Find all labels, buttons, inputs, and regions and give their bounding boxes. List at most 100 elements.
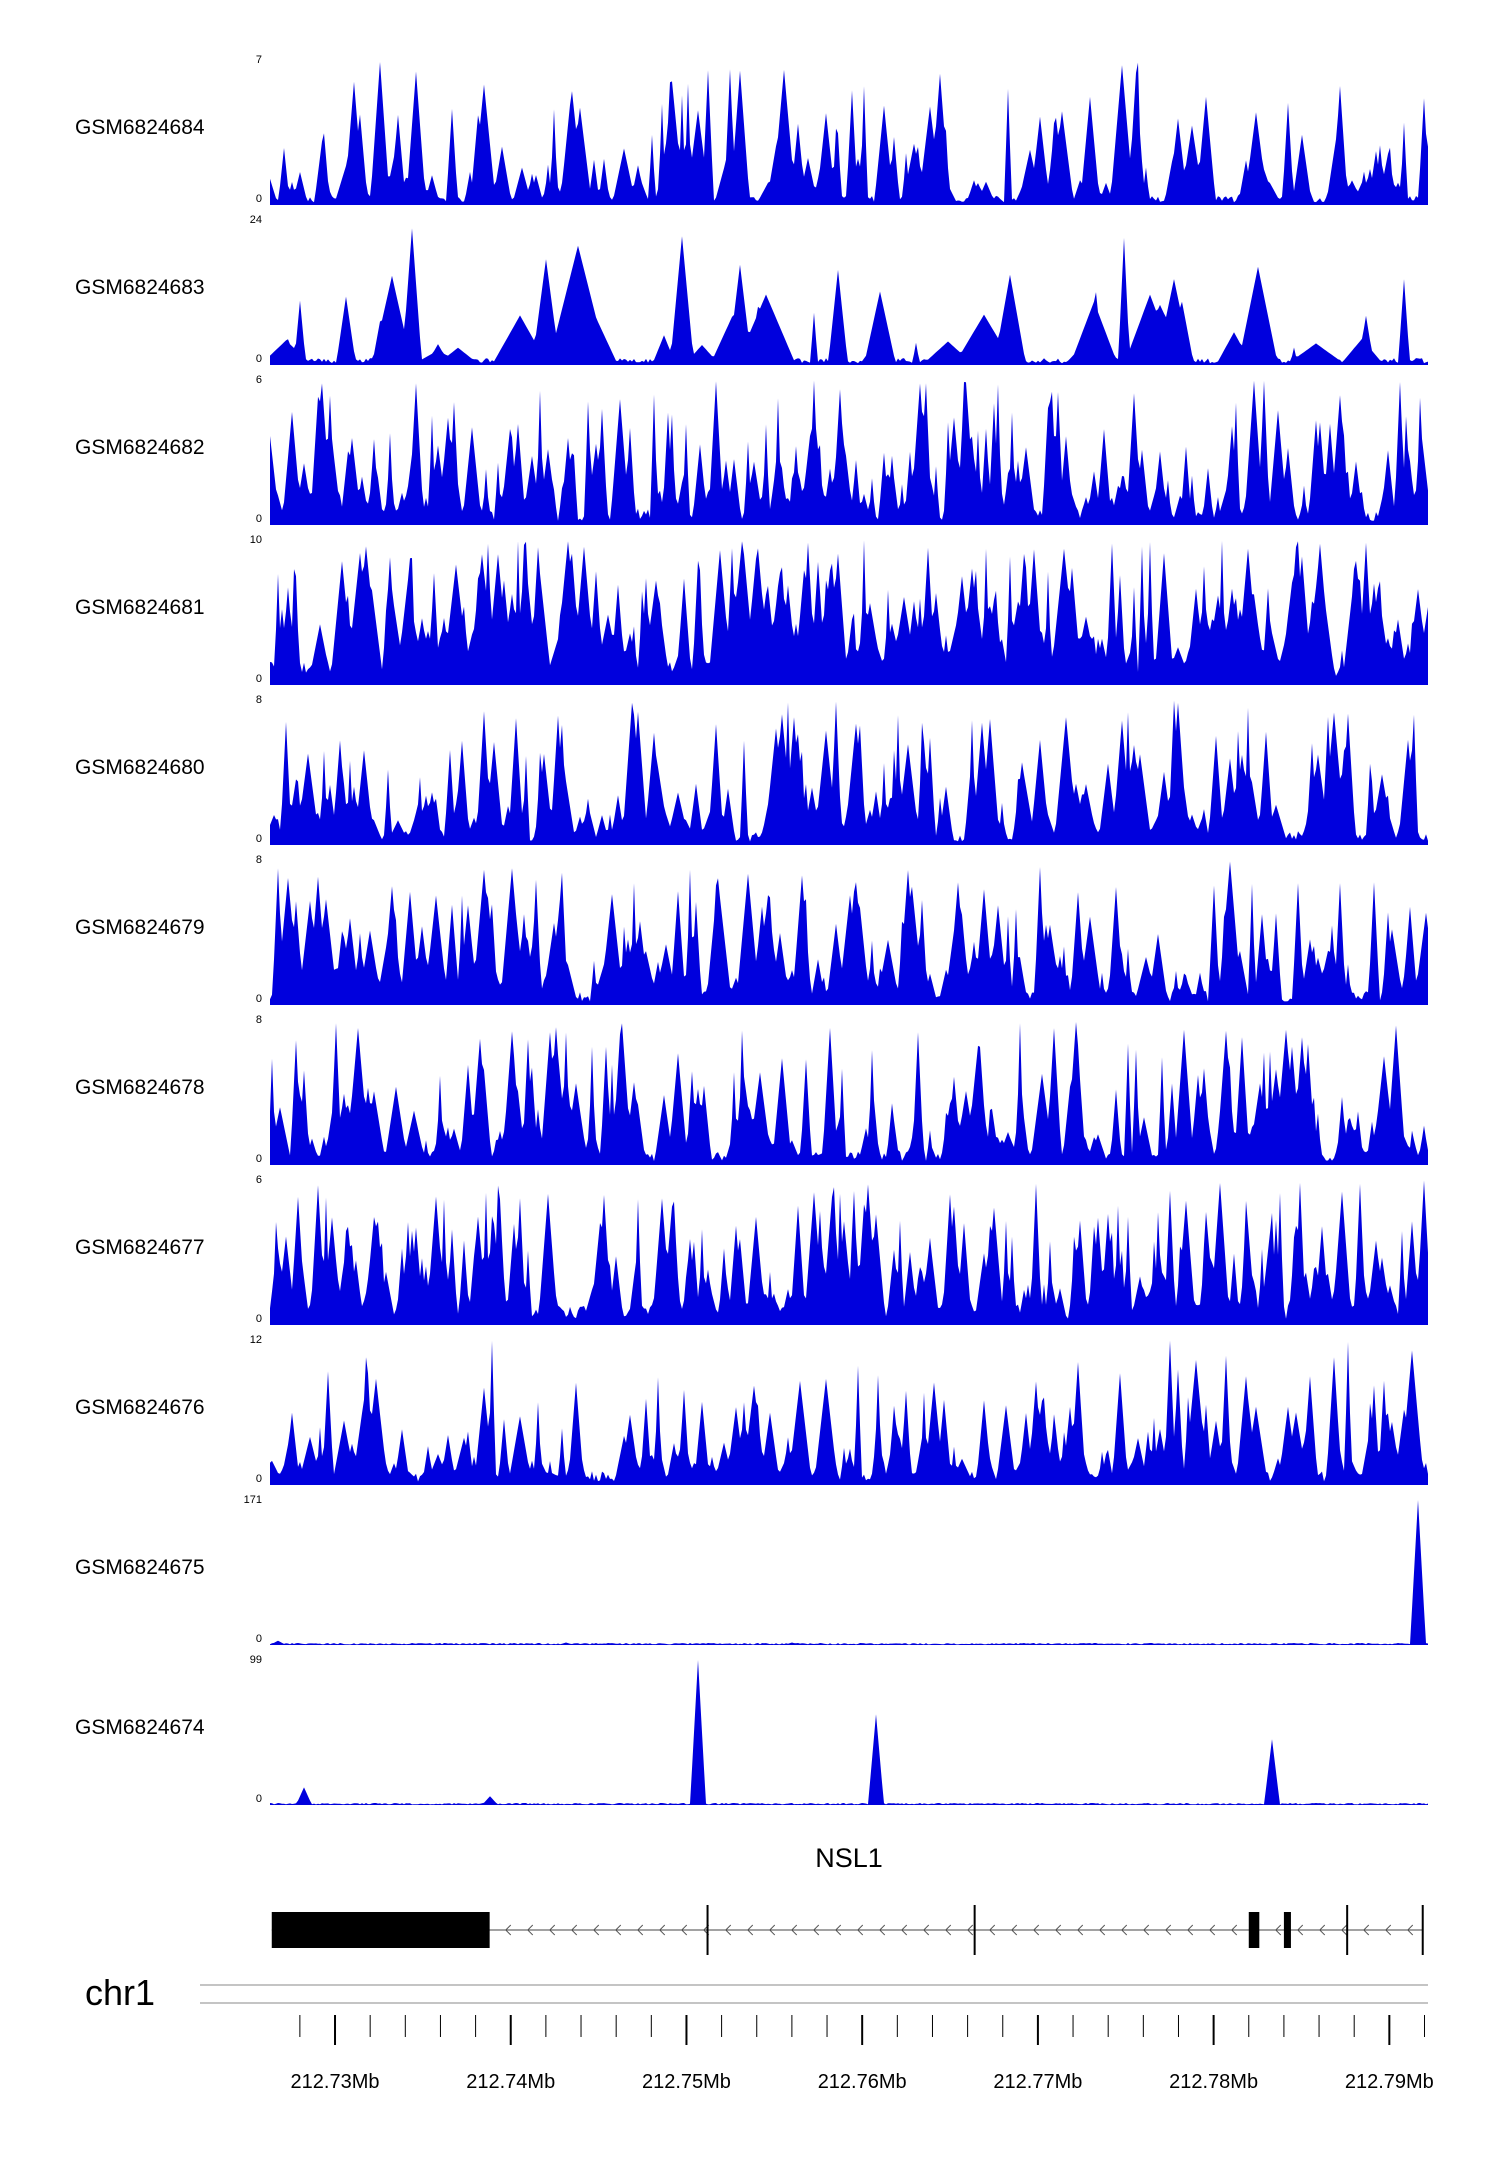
y-axis-max-label: 99: [249, 1654, 262, 1666]
y-axis-zero-label: 0: [255, 353, 262, 365]
coverage-plot: [270, 860, 1428, 1005]
track-label: GSM6824679: [75, 916, 205, 939]
strand-arrow-left-icon: [791, 1924, 798, 1936]
strand-arrow-left-icon: [1011, 1924, 1018, 1936]
coverage-signal: [270, 1180, 1428, 1325]
track-label: GSM6824674: [75, 1716, 205, 1739]
coverage-plot: [270, 60, 1428, 205]
axis-tick-label: 212.76Mb: [818, 2071, 907, 2093]
coverage-plot: [270, 1020, 1428, 1165]
track-label: GSM6824684: [75, 116, 205, 139]
axis-tick-label: 212.75Mb: [642, 2071, 731, 2093]
coverage-track: GSM6824675 171 0: [0, 1494, 1500, 1660]
coverage-plot: [270, 220, 1428, 365]
coverage-track: GSM6824682 6 0: [0, 374, 1500, 540]
coverage-track: GSM6824678 8 0: [0, 1014, 1500, 1180]
coverage-signal: [270, 380, 1428, 525]
y-axis-zero-label: 0: [255, 1473, 262, 1485]
strand-arrow-left-icon: [813, 1924, 820, 1936]
y-axis-max-label: 8: [255, 1014, 262, 1026]
coverage-signal: [270, 1660, 1428, 1805]
coverage-plot: [270, 1500, 1428, 1645]
strand-arrow-left-icon: [747, 1924, 754, 1936]
coverage-area: [270, 1022, 1428, 1165]
coverage-signal: [270, 228, 1428, 365]
exon-box: [1248, 1912, 1260, 1948]
strand-arrow-left-icon: [857, 1924, 864, 1936]
coverage-signal: [270, 1340, 1428, 1485]
track-label: GSM6824678: [75, 1076, 205, 1099]
strand-arrow-left-icon: [571, 1924, 578, 1936]
coverage-plot: [270, 1660, 1428, 1805]
strand-arrow-left-icon: [835, 1924, 842, 1936]
strand-arrow-left-icon: [1297, 1924, 1304, 1936]
gene-name: NSL1: [815, 1843, 883, 1873]
strand-arrow-left-icon: [1077, 1924, 1084, 1936]
coverage-signal: [270, 62, 1428, 205]
axis-tick-label: 212.77Mb: [993, 2071, 1082, 2093]
strand-arrow-left-icon: [637, 1924, 644, 1936]
coverage-area: [270, 861, 1428, 1005]
track-label: GSM6824681: [75, 596, 205, 619]
strand-arrow-left-icon: [1165, 1924, 1172, 1936]
coverage-track: GSM6824677 6 0: [0, 1174, 1500, 1340]
coverage-area: [270, 540, 1428, 685]
coverage-track: GSM6824676 12 0: [0, 1334, 1500, 1500]
coverage-area: [270, 380, 1428, 525]
coverage-area: [270, 1340, 1428, 1485]
strand-arrow-left-icon: [989, 1924, 996, 1936]
strand-arrow-left-icon: [1407, 1924, 1414, 1936]
strand-arrow-left-icon: [527, 1924, 534, 1936]
strand-arrow-left-icon: [1385, 1924, 1392, 1936]
y-axis-zero-label: 0: [255, 1313, 262, 1325]
strand-arrow-left-icon: [901, 1924, 908, 1936]
y-axis-zero-label: 0: [255, 1633, 262, 1645]
coverage-plot: [270, 380, 1428, 525]
exon-box: [271, 1912, 490, 1948]
strand-arrow-left-icon: [879, 1924, 886, 1936]
y-axis-max-label: 6: [255, 374, 262, 386]
y-axis-max-label: 8: [255, 854, 262, 866]
track-label: GSM6824675: [75, 1556, 205, 1579]
axis-tick-label: 212.78Mb: [1169, 2071, 1258, 2093]
coverage-plot: [270, 1180, 1428, 1325]
coverage-tracks: GSM6824684 7 0 GSM6824683 24 0 GSM682468…: [0, 54, 1500, 1820]
coverage-plot: [270, 1340, 1428, 1485]
strand-arrow-left-icon: [1319, 1924, 1326, 1936]
coverage-signal: [270, 700, 1428, 845]
track-label: GSM6824683: [75, 276, 205, 299]
coverage-signal: [270, 1500, 1428, 1645]
gene-model: [271, 1905, 1424, 1955]
coverage-track: GSM6824679 8 0: [0, 854, 1500, 1020]
track-label: GSM6824676: [75, 1396, 205, 1419]
strand-arrow-left-icon: [681, 1924, 688, 1936]
strand-arrow-left-icon: [1209, 1924, 1216, 1936]
strand-arrow-left-icon: [615, 1924, 622, 1936]
axis-tick-label: 212.79Mb: [1345, 2071, 1434, 2093]
coverage-area: [270, 62, 1428, 205]
strand-arrow-left-icon: [769, 1924, 776, 1936]
y-axis-zero-label: 0: [255, 833, 262, 845]
coverage-signal: [270, 861, 1428, 1005]
exon-box: [1283, 1912, 1291, 1948]
track-label: GSM6824682: [75, 436, 205, 459]
track-label: GSM6824677: [75, 1236, 205, 1259]
strand-arrow-left-icon: [1275, 1924, 1282, 1936]
axis-tick-label: 212.74Mb: [466, 2071, 555, 2093]
strand-arrow-left-icon: [505, 1924, 512, 1936]
y-axis-max-label: 8: [255, 694, 262, 706]
axis-tick-label: 212.73Mb: [291, 2071, 380, 2093]
strand-arrow-left-icon: [659, 1924, 666, 1936]
strand-arrow-left-icon: [1099, 1924, 1106, 1936]
coverage-plot: [270, 540, 1428, 685]
y-axis-max-label: 6: [255, 1174, 262, 1186]
strand-arrow-left-icon: [549, 1924, 556, 1936]
coverage-plot: [270, 700, 1428, 845]
strand-arrow-left-icon: [1033, 1924, 1040, 1936]
coverage-area: [270, 1500, 1428, 1645]
coverage-track: GSM6824683 24 0: [0, 214, 1500, 380]
y-axis-max-label: 12: [249, 1334, 262, 1346]
coverage-track: GSM6824674 99 0: [0, 1654, 1500, 1820]
strand-arrow-left-icon: [1055, 1924, 1062, 1936]
